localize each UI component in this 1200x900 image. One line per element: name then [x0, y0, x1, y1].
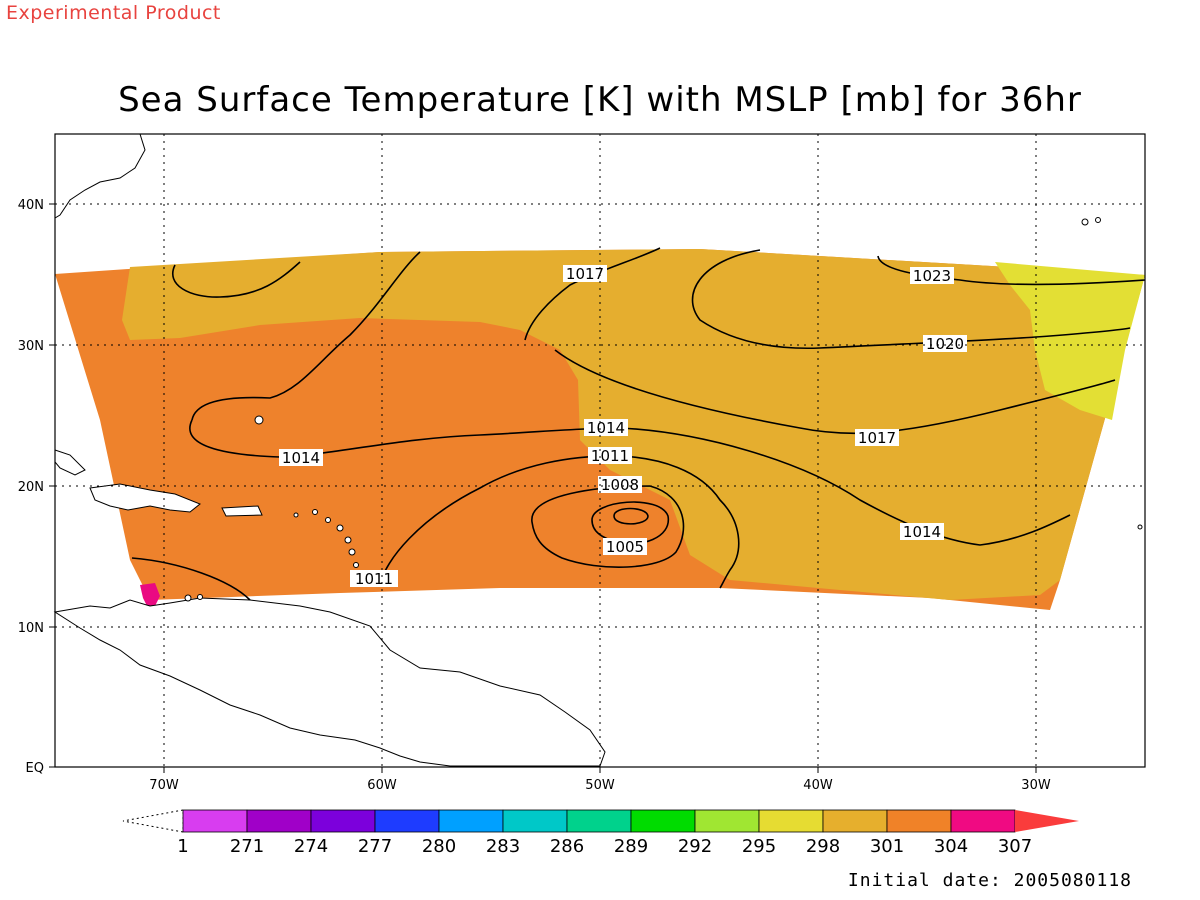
colorbar-swatch [438, 809, 504, 833]
experimental-product-label: Experimental Product [6, 2, 221, 24]
colorbar-swatch [566, 809, 632, 833]
colorbar-swatch [374, 809, 440, 833]
svg-text:1017: 1017 [566, 265, 604, 283]
lon-label-40w: 40W [803, 778, 833, 793]
lat-label-40n: 40N [18, 198, 44, 213]
initial-date-label: Initial date: 2005080118 [847, 870, 1132, 891]
isobar-label-1005: 1005 [603, 538, 647, 556]
gridlines [55, 134, 1145, 767]
svg-text:1014: 1014 [587, 419, 625, 437]
cuba-land [54, 449, 86, 476]
isobar-1005 [591, 501, 669, 545]
isobar-1008 [531, 485, 685, 568]
svg-text:1014: 1014 [282, 449, 320, 467]
svg-text:1011: 1011 [355, 570, 393, 588]
greater-antilles-land [89, 483, 201, 513]
colorbar-swatch [694, 809, 760, 833]
colorbar-label: 280 [422, 836, 456, 857]
isobar-1023 [877, 255, 1146, 286]
colorbar-left-arrow [122, 809, 184, 833]
colorbar-label: 1 [177, 836, 188, 857]
isobar-label-1008: 1008 [598, 476, 642, 494]
colorbar-swatch [246, 809, 312, 833]
svg-text:1017: 1017 [858, 429, 896, 447]
south-america-land [53, 597, 606, 767]
isobar-labels: 1005 1008 1011 1011 1014 1014 1014 1017 … [279, 265, 967, 588]
isobar-1005-inner [613, 507, 649, 525]
colorbar-label: 289 [614, 836, 648, 857]
isobar-label-1014-east: 1014 [900, 523, 944, 541]
isobar-1017 [524, 247, 661, 341]
colorbar-label: 271 [230, 836, 264, 857]
colorbar-label: 292 [678, 836, 712, 857]
colorbar-label: 304 [934, 836, 968, 857]
svg-text:1011: 1011 [591, 447, 629, 465]
colorbar-right-arrow [1015, 810, 1079, 832]
isobar-1020 [691, 249, 1131, 350]
svg-text:1023: 1023 [913, 267, 951, 285]
longitude-labels: 70W 60W 50W 40W 30W [149, 778, 1051, 793]
colorbar-swatch [886, 809, 952, 833]
lat-label-30n: 30N [18, 339, 44, 354]
isobar-label-1014-west: 1014 [279, 449, 323, 467]
isobar-1017-west [172, 261, 301, 298]
lon-label-30w: 30W [1021, 778, 1051, 793]
colorbar-swatch [758, 809, 824, 833]
lon-label-50w: 50W [585, 778, 615, 793]
colorbar-label: 298 [806, 836, 840, 857]
svg-text:1014: 1014 [903, 523, 941, 541]
colorbar-label: 286 [550, 836, 584, 857]
isobar-label-1014-center: 1014 [584, 419, 628, 437]
lat-label-eq: EQ [26, 761, 44, 776]
colorbar: 1 271 274 277 280 283 286 289 292 295 298 301 304 307 [122, 809, 1079, 857]
colorbar-swatch [502, 809, 568, 833]
lon-label-70w: 70W [149, 778, 179, 793]
colorbar-swatch [310, 809, 376, 833]
svg-text:1020: 1020 [926, 335, 964, 353]
coastlines [53, 133, 606, 767]
latitude-labels: EQ 10N 20N 30N 40N [18, 198, 44, 776]
map-title: Sea Surface Temperature [K] with MSLP [m… [118, 80, 1082, 120]
colorbar-swatch [950, 809, 1016, 833]
colorbar-label: 307 [998, 836, 1032, 857]
isobar-label-1011: 1011 [588, 447, 632, 465]
lat-label-20n: 20N [18, 480, 44, 495]
isobar-1011 [379, 455, 740, 589]
colorbar-label: 277 [358, 836, 392, 857]
isobar-label-1023: 1023 [910, 267, 954, 285]
north-america-land [54, 133, 146, 219]
sst-region-298 [995, 262, 1145, 420]
isobar-1011-west [131, 557, 251, 601]
isobar-1017-east [554, 349, 1116, 435]
svg-text:1005: 1005 [606, 538, 644, 556]
isobar-label-1017-east: 1017 [855, 429, 899, 447]
sst-region-301 [122, 249, 1145, 600]
isobar-1014-north [191, 251, 421, 421]
isobar-label-1011-west: 1011 [350, 570, 398, 588]
svg-text:1008: 1008 [601, 476, 639, 494]
sst-region-307 [140, 583, 160, 608]
puerto-rico-land [221, 505, 263, 517]
colorbar-swatch [182, 809, 248, 833]
isobar-label-1020: 1020 [923, 335, 967, 353]
colorbar-label: 301 [870, 836, 904, 857]
colorbar-label: 295 [742, 836, 776, 857]
colorbar-swatch [822, 809, 888, 833]
axis-ticks [49, 203, 1037, 773]
lon-label-60w: 60W [367, 778, 397, 793]
colorbar-label: 274 [294, 836, 328, 857]
lat-label-10n: 10N [18, 621, 44, 636]
colorbar-label: 283 [486, 836, 520, 857]
colorbar-swatch [630, 809, 696, 833]
isobar-label-1017-north: 1017 [563, 265, 607, 283]
